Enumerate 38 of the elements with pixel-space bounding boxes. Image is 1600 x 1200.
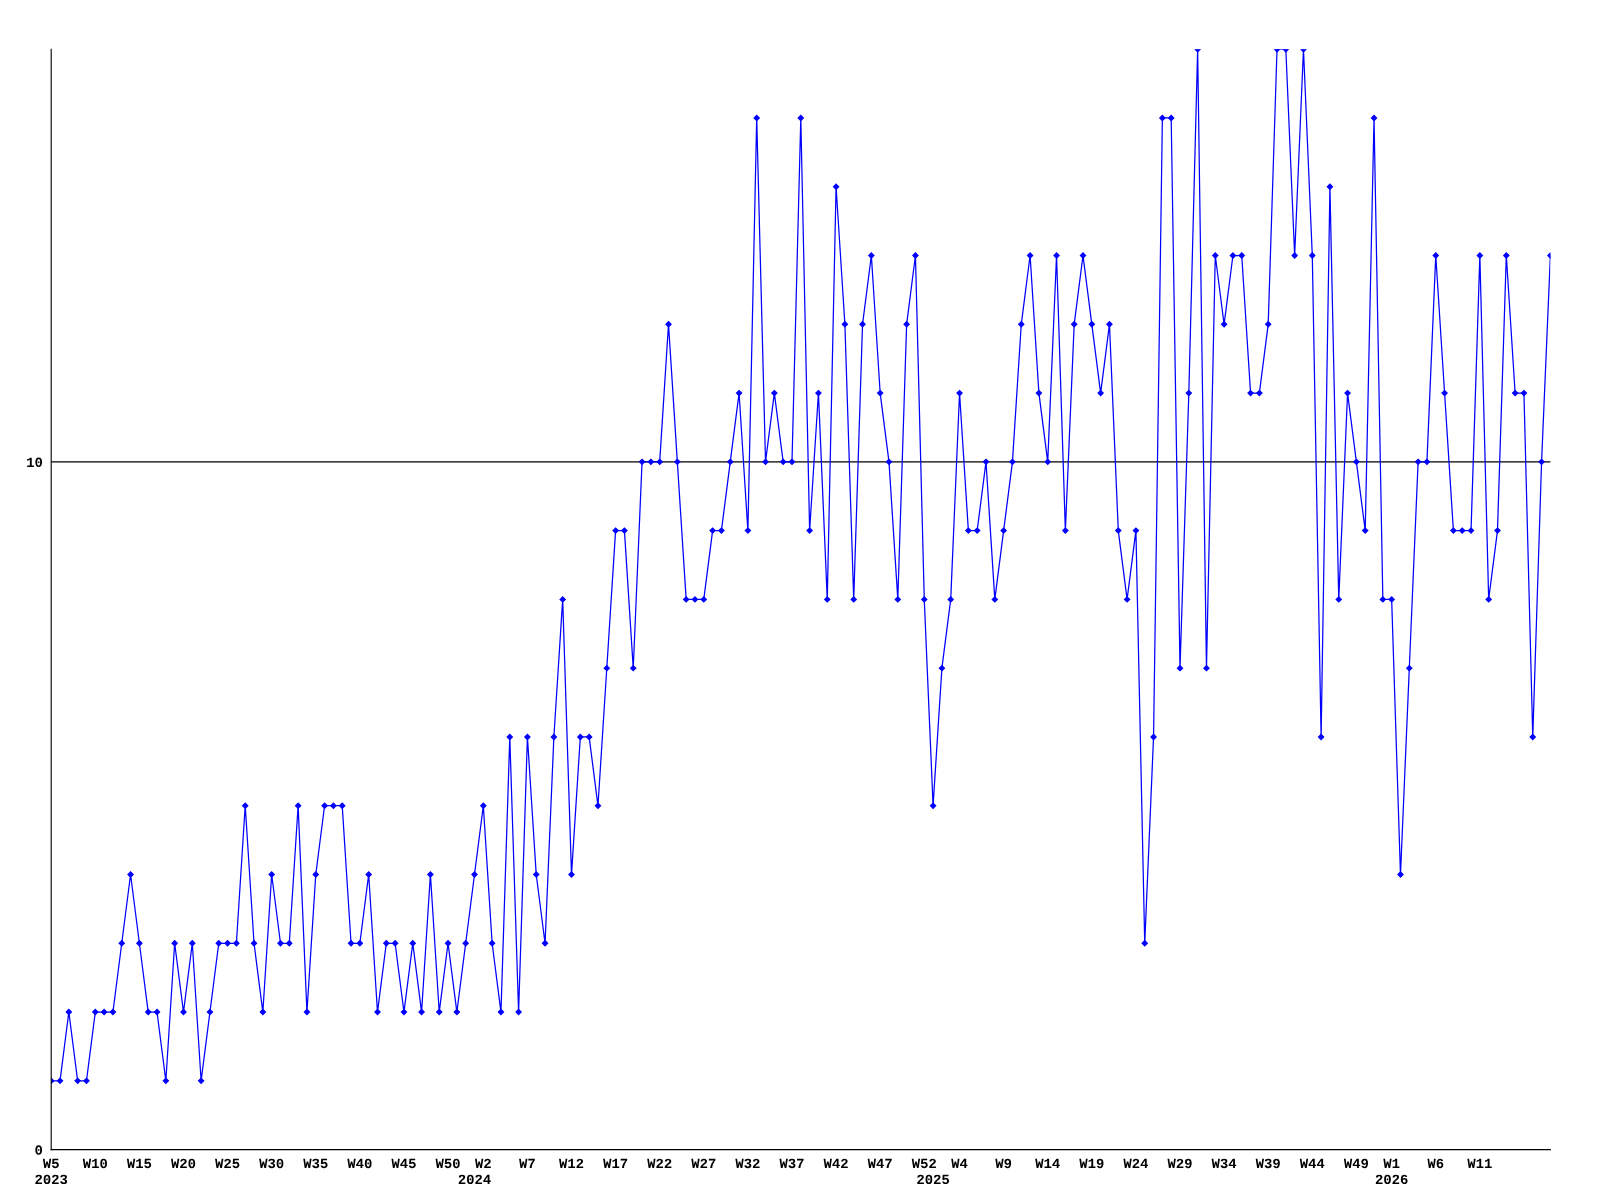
x-tick-label: W5 2023 — [35, 1158, 68, 1185]
x-tick-label: W50 — [435, 1158, 460, 1169]
x-tick-label: W42 — [823, 1158, 848, 1168]
x-tick-label: W11 — [1467, 1158, 1492, 1168]
x-tick-label: W47 — [867, 1158, 892, 1168]
x-tick-label: W34 — [1211, 1158, 1237, 1169]
x-tick-label: W12 — [559, 1158, 584, 1168]
x-tick-label: W39 — [1255, 1158, 1280, 1169]
x-tick-label: W40 — [347, 1158, 372, 1169]
x-tick-label: W29 — [1167, 1158, 1192, 1169]
x-tick-label: W6 — [1427, 1158, 1444, 1169]
y-tick-label: 0 — [35, 1145, 43, 1155]
y-tick-label: 10 — [27, 457, 43, 468]
x-tick-label: W9 — [995, 1158, 1012, 1169]
x-tick-label: W49 — [1343, 1158, 1369, 1169]
x-tick-label: W32 — [735, 1158, 760, 1169]
x-tick-label: W37 — [779, 1158, 804, 1169]
x-tick-label: 2024 — [458, 1174, 491, 1185]
x-tick-label: W10 — [82, 1158, 107, 1169]
x-tick-label: W4 — [951, 1158, 968, 1168]
x-tick-label: 2025 — [917, 1174, 950, 1185]
x-tick-label: W20 — [170, 1158, 196, 1169]
x-tick-label: W19 — [1079, 1158, 1104, 1169]
x-tick-label: W25 — [215, 1158, 240, 1169]
x-tick-label: W24 — [1123, 1158, 1148, 1168]
x-tick-label: W2 — [474, 1158, 491, 1168]
x-tick-label: W45 — [391, 1158, 416, 1169]
x-tick-label: W35 — [303, 1158, 328, 1169]
x-tick-label: W14 — [1035, 1158, 1060, 1168]
x-tick-label: W15 — [126, 1158, 152, 1169]
x-tick-label: W1 2026 — [1375, 1158, 1408, 1185]
x-tick-label: W44 — [1299, 1158, 1325, 1168]
x-tick-label: W30 — [259, 1158, 284, 1169]
x-tick-label: W7 — [519, 1158, 535, 1168]
x-tick-label: W22 — [647, 1158, 672, 1168]
x-tick-label: W27 — [691, 1158, 716, 1168]
x-tick-label: W52 — [911, 1158, 936, 1169]
x-tick-label: W17 — [603, 1158, 628, 1168]
